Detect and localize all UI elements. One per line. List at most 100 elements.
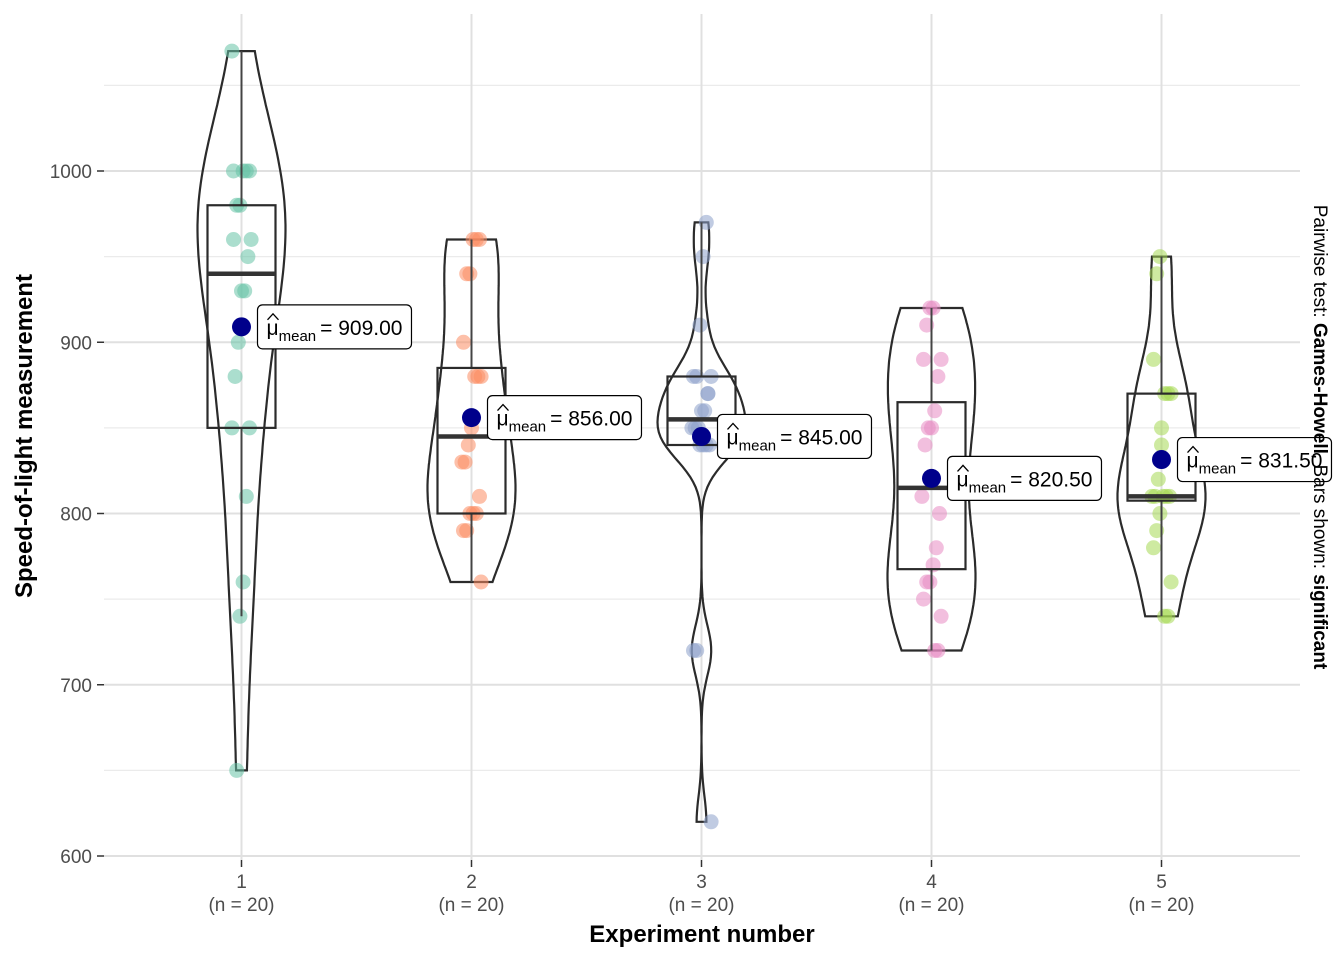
mean-value: = 820.50: [1010, 468, 1092, 491]
violin-3: [656, 221, 747, 823]
data-point-1: [226, 232, 241, 247]
x-tick-label-5: 5: [1156, 872, 1167, 893]
violin-5: [1116, 255, 1207, 618]
data-point-4: [927, 643, 943, 658]
data-point-4: [919, 574, 935, 590]
y-axis-title: Speed-of-light measurement: [11, 274, 38, 598]
data-points: [224, 43, 1179, 830]
y-tick-label: 900: [60, 333, 92, 354]
mean-label-box-1: [256, 304, 413, 350]
x-tick-label-3: 3: [696, 872, 707, 893]
data-point-1: [232, 608, 248, 624]
mean-hat: [267, 312, 279, 321]
y-tick-label: 1000: [50, 162, 92, 183]
mean-value: = 845.00: [780, 426, 862, 449]
data-point-4: [932, 506, 947, 521]
violin-2: [426, 238, 517, 584]
data-point-4: [916, 351, 931, 367]
mean-label-4: μmean = 820.50: [946, 455, 1103, 501]
mean-hat: [497, 403, 509, 412]
data-point-5: [1149, 523, 1165, 539]
mean-subscript: mean: [279, 328, 317, 345]
data-point-4: [933, 608, 949, 624]
y-axis-ticks: 600 700 800 900 1000: [50, 162, 104, 868]
mean-label-text-1: μmean = 909.00: [267, 317, 403, 345]
data-point-4: [933, 351, 949, 367]
mean-value: = 831.50: [1240, 450, 1322, 473]
data-point-4: [920, 420, 936, 436]
data-point-1: [229, 762, 245, 778]
x-tick-n-5: (n = 20): [1128, 895, 1194, 916]
mean-point-2: [462, 408, 481, 428]
mean-symbol: μ: [957, 468, 969, 491]
y-tick-label: 700: [60, 676, 92, 697]
x-tick-n-4: (n = 20): [898, 895, 964, 916]
data-point-5: [1152, 249, 1168, 265]
data-point-4: [914, 488, 930, 504]
mean-label-box-3: [716, 413, 873, 460]
x-axis-ticks: 1(n = 20)2(n = 20)3(n = 20)4(n = 20)5(n …: [208, 860, 1195, 916]
mean-label-text-5: μmean = 831.50: [1187, 450, 1323, 478]
data-point-4: [919, 317, 935, 333]
data-point-5: [1149, 266, 1165, 282]
data-point-5: [1146, 351, 1161, 367]
mean-point-5: [1152, 450, 1171, 470]
data-point-3: [700, 386, 716, 402]
mean-hat: [1187, 445, 1199, 453]
data-point-2: [473, 574, 489, 590]
data-point-4: [922, 300, 938, 316]
data-point-5: [1157, 608, 1173, 624]
pairwise-caption: Pairwise test: Games-Howell, Bars shown:…: [1309, 205, 1330, 670]
x-tick-n-2: (n = 20): [438, 895, 504, 916]
mean-point-3: [692, 426, 711, 446]
mean-subscript: mean: [739, 437, 777, 454]
data-point-5: [1146, 540, 1161, 556]
data-point-1: [227, 369, 243, 384]
data-point-4: [917, 437, 933, 453]
data-point-1: [230, 334, 246, 350]
mean-label-text-4: μmean = 820.50: [957, 468, 1093, 496]
caption-middle: , Bars shown:: [1309, 454, 1330, 574]
data-point-3: [686, 643, 701, 658]
x-tick-label-2: 2: [466, 872, 477, 893]
mean-hat: [727, 422, 739, 430]
mean-symbol: μ: [497, 408, 509, 431]
data-point-2: [459, 266, 475, 282]
caption-bars: significant: [1309, 574, 1330, 670]
mean-label-text-2: μmean = 856.00: [497, 408, 633, 436]
mean-label-text-3: μmean = 845.00: [727, 426, 863, 454]
mean-symbol: μ: [727, 426, 739, 449]
x-axis-title: Experiment number: [589, 921, 814, 948]
data-point-5: [1163, 574, 1179, 590]
data-point-4: [930, 369, 946, 384]
mean-label-box-4: [946, 455, 1103, 501]
data-point-1: [243, 232, 259, 247]
x-tick-n-3: (n = 20): [668, 895, 734, 916]
mean-subscript: mean: [1199, 461, 1237, 478]
data-point-2: [472, 488, 487, 504]
data-point-2: [465, 232, 481, 247]
data-point-2: [460, 437, 476, 453]
mean-value: = 856.00: [550, 408, 632, 431]
data-point-1: [240, 249, 256, 265]
mean-label-box-2: [486, 395, 643, 441]
x-tick-n-1: (n = 20): [208, 895, 274, 916]
data-point-1: [226, 163, 241, 179]
mean-label-3: μmean = 845.00: [716, 413, 873, 460]
data-point-1: [224, 43, 240, 59]
y-tick-label: 600: [60, 847, 92, 868]
data-point-4: [927, 403, 943, 419]
data-point-4: [928, 540, 944, 556]
violin-4: [886, 306, 977, 652]
data-point-2: [456, 334, 471, 350]
data-point-5: [1152, 506, 1168, 521]
mean-hat: [957, 464, 969, 472]
data-point-3: [695, 249, 711, 265]
data-point-2: [467, 369, 483, 384]
data-point-1: [238, 488, 254, 504]
data-point-2: [454, 454, 470, 470]
data-point-3: [692, 317, 708, 333]
mean-subscript: mean: [969, 479, 1007, 496]
